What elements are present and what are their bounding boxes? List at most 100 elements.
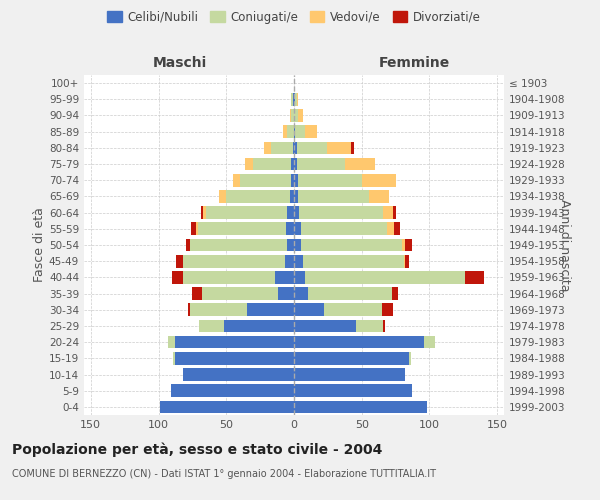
Bar	[233, 174, 240, 186]
Bar	[286, 222, 294, 235]
Bar	[185, 238, 190, 252]
Bar	[183, 271, 275, 283]
Bar	[304, 255, 404, 268]
Bar	[171, 384, 294, 397]
Bar	[175, 352, 294, 364]
Bar	[193, 288, 202, 300]
Bar	[291, 158, 294, 170]
Bar	[176, 255, 183, 268]
Bar	[404, 255, 405, 268]
Bar	[465, 271, 484, 283]
Bar	[224, 320, 294, 332]
Bar	[294, 222, 301, 235]
Bar	[301, 222, 388, 235]
Bar	[294, 271, 305, 283]
Bar	[382, 304, 393, 316]
Bar	[356, 320, 383, 332]
Bar	[190, 238, 287, 252]
Bar	[393, 206, 395, 219]
Bar	[191, 222, 196, 235]
Bar	[294, 400, 427, 413]
Bar	[220, 190, 226, 202]
Bar	[172, 271, 183, 283]
Bar	[295, 126, 305, 138]
Bar	[294, 126, 295, 138]
Bar	[294, 174, 298, 186]
Bar	[294, 304, 324, 316]
Bar	[294, 142, 297, 154]
Bar	[394, 222, 400, 235]
Bar	[294, 158, 297, 170]
Bar	[190, 304, 247, 316]
Bar	[405, 238, 412, 252]
Bar	[294, 93, 295, 106]
Bar	[368, 190, 389, 202]
Text: Popolazione per età, sesso e stato civile - 2004: Popolazione per età, sesso e stato civil…	[12, 442, 382, 457]
Bar	[290, 190, 294, 202]
Bar	[295, 93, 297, 106]
Bar	[294, 336, 424, 348]
Bar	[202, 288, 278, 300]
Bar	[183, 368, 294, 381]
Bar	[290, 109, 291, 122]
Bar	[264, 142, 271, 154]
Bar	[183, 255, 284, 268]
Bar	[305, 126, 317, 138]
Bar	[284, 255, 294, 268]
Bar	[405, 255, 409, 268]
Bar	[203, 206, 206, 219]
Bar	[297, 158, 346, 170]
Bar	[298, 190, 368, 202]
Bar	[291, 93, 293, 106]
Bar	[383, 320, 385, 332]
Bar	[199, 320, 224, 332]
Bar	[196, 222, 198, 235]
Bar	[308, 288, 392, 300]
Text: COMUNE DI BERNEZZO (CN) - Dati ISTAT 1° gennaio 2004 - Elaborazione TUTTITALIA.I: COMUNE DI BERNEZZO (CN) - Dati ISTAT 1° …	[12, 469, 436, 479]
Text: Maschi: Maschi	[153, 56, 207, 70]
Bar	[294, 384, 412, 397]
Bar	[271, 142, 293, 154]
Bar	[294, 109, 298, 122]
Bar	[297, 93, 298, 106]
Bar	[287, 238, 294, 252]
Bar	[293, 93, 294, 106]
Bar	[294, 190, 298, 202]
Bar	[160, 400, 294, 413]
Bar	[403, 238, 405, 252]
Text: Femmine: Femmine	[379, 56, 449, 70]
Bar	[294, 238, 301, 252]
Bar	[240, 174, 291, 186]
Bar	[173, 352, 175, 364]
Bar	[298, 174, 362, 186]
Bar	[351, 142, 353, 154]
Bar	[326, 142, 351, 154]
Bar	[424, 336, 435, 348]
Bar	[287, 206, 294, 219]
Y-axis label: Fasce di età: Fasce di età	[33, 208, 46, 282]
Bar	[293, 142, 294, 154]
Bar	[298, 109, 304, 122]
Bar	[301, 238, 403, 252]
Bar	[247, 304, 294, 316]
Bar	[253, 158, 291, 170]
Bar	[299, 206, 383, 219]
Bar	[294, 368, 405, 381]
Bar	[175, 336, 294, 348]
Bar	[206, 206, 287, 219]
Bar	[198, 222, 286, 235]
Bar	[283, 126, 287, 138]
Bar	[346, 158, 375, 170]
Y-axis label: Anni di nascita: Anni di nascita	[558, 198, 571, 291]
Bar	[294, 288, 308, 300]
Bar	[294, 255, 304, 268]
Bar	[188, 304, 190, 316]
Bar	[245, 158, 253, 170]
Bar	[392, 288, 398, 300]
Bar	[291, 109, 294, 122]
Bar	[200, 206, 203, 219]
Bar	[294, 206, 299, 219]
Bar	[275, 271, 294, 283]
Bar	[294, 352, 409, 364]
Bar	[305, 271, 465, 283]
